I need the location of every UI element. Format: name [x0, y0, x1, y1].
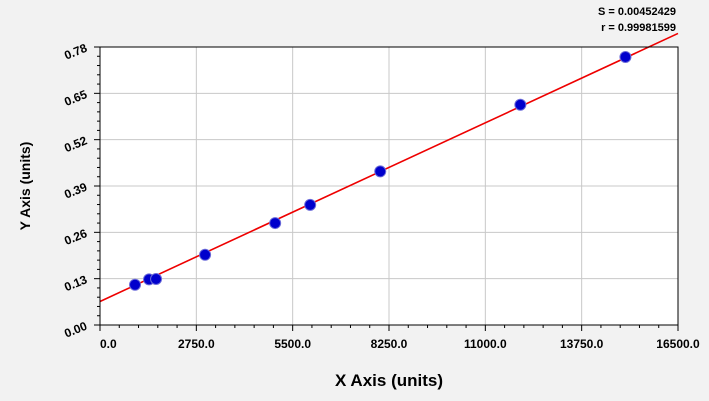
- data-point: [129, 278, 142, 291]
- y-tick-labels: 0.00 0.13 0.26 0.39 0.52 0.65 0.78: [62, 41, 89, 341]
- fit-line: [99, 32, 679, 303]
- x-tick-label: 5500.0: [274, 337, 311, 351]
- data-points: [129, 50, 632, 291]
- y-tick-label: 0.26: [62, 226, 89, 248]
- x-tick-label: 11000.0: [464, 337, 507, 351]
- x-axis-title: X Axis (units): [335, 371, 443, 390]
- y-axis-title: Y Axis (units): [17, 142, 33, 231]
- fit-line-group: [99, 32, 679, 303]
- data-point: [514, 98, 527, 111]
- y-tick-label: 0.39: [62, 180, 89, 202]
- data-point: [619, 50, 632, 63]
- axis-ticks: [94, 46, 679, 331]
- data-point: [374, 165, 387, 178]
- grid-lines: [100, 47, 678, 325]
- x-tick-labels: 0.0 2750.0 5500.0 8250.0 11000.0 13750.0 16500…: [100, 337, 700, 351]
- x-tick-label: 0.0: [100, 337, 117, 351]
- y-tick-label: 0.52: [62, 133, 89, 155]
- x-tick-label: 16500.0: [656, 337, 700, 351]
- data-point: [304, 198, 317, 211]
- s-stat: S = 0.00452429: [598, 6, 676, 18]
- x-tick-label: 8250.0: [371, 337, 408, 351]
- y-tick-label: 0.65: [62, 87, 89, 109]
- y-tick-label: 0.00: [62, 319, 89, 341]
- data-point: [150, 273, 163, 286]
- y-tick-label: 0.78: [62, 41, 89, 63]
- data-point: [199, 248, 212, 261]
- x-tick-label: 13750.0: [560, 337, 604, 351]
- r-stat: r = 0.99981599: [601, 22, 676, 34]
- y-tick-label: 0.13: [62, 272, 89, 294]
- data-point: [269, 217, 282, 230]
- x-tick-label: 2750.0: [178, 337, 215, 351]
